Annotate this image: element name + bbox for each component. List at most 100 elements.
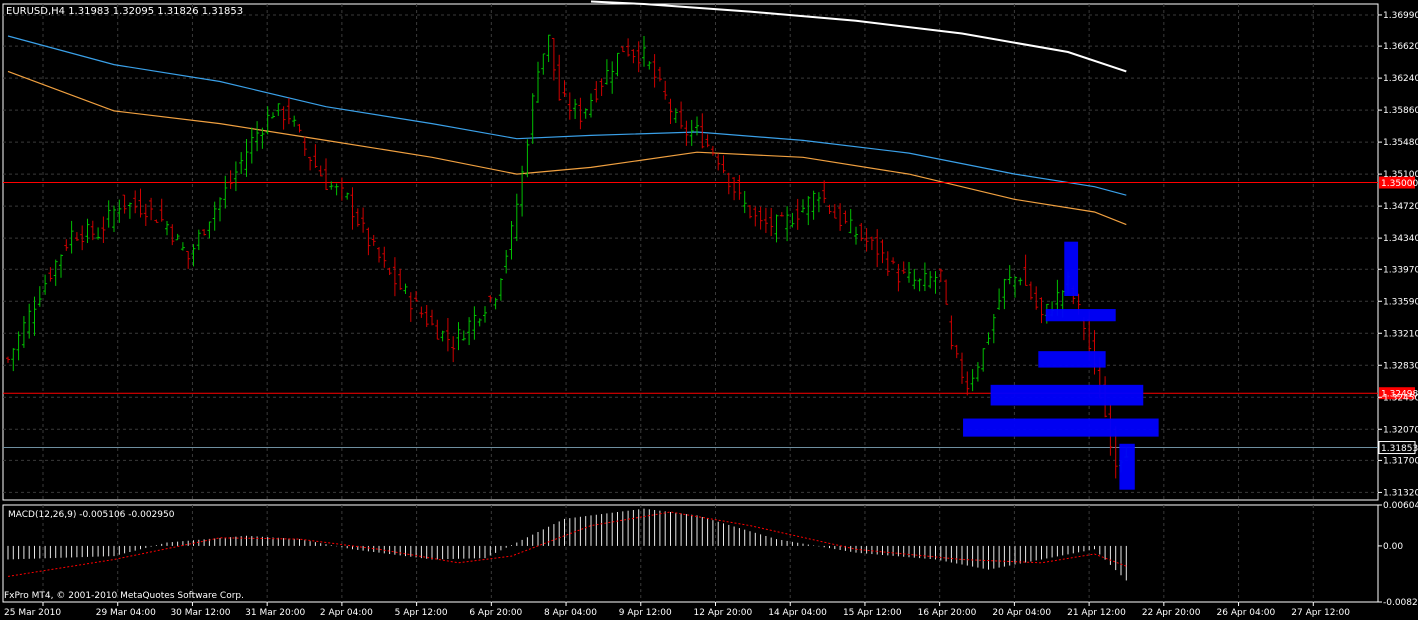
ohlc-bar bbox=[716, 153, 721, 171]
price-tick-label: 1.35860 bbox=[1383, 106, 1418, 116]
ohlc-bar bbox=[11, 348, 16, 372]
ohlc-bar bbox=[472, 306, 477, 340]
ohlc-bar bbox=[308, 156, 313, 171]
ohlc-bar bbox=[986, 332, 991, 345]
ohlc-bar bbox=[530, 93, 535, 144]
price-tick-label: 1.32830 bbox=[1383, 361, 1418, 371]
ohlc-bar bbox=[313, 144, 318, 168]
ohlc-bar bbox=[880, 239, 885, 264]
ohlc-bar bbox=[843, 210, 848, 224]
ohlc-bar bbox=[589, 93, 593, 118]
level-box[interactable] bbox=[1045, 309, 1116, 322]
level-box[interactable] bbox=[963, 418, 1159, 437]
ohlc-bar bbox=[891, 257, 896, 265]
time-tick-label: 21 Apr 12:00 bbox=[1067, 608, 1126, 618]
price-tick-label: 1.35100 bbox=[1383, 170, 1418, 180]
ohlc-bar bbox=[541, 53, 546, 75]
ohlc-bar bbox=[281, 106, 286, 130]
time-tick-label: 27 Apr 12:00 bbox=[1291, 608, 1350, 618]
ohlc-bar bbox=[361, 207, 366, 233]
ohlc-bar bbox=[567, 92, 572, 120]
price-tick-label: 1.31320 bbox=[1383, 488, 1418, 498]
ohlc-bar bbox=[1028, 281, 1033, 300]
ohlc-bar bbox=[748, 205, 752, 219]
ohlc-bar bbox=[318, 165, 323, 177]
ohlc-bar bbox=[875, 229, 880, 268]
ohlc-bar bbox=[202, 229, 207, 236]
ohlc-bar bbox=[785, 206, 790, 242]
time-tick-label: 5 Apr 12:00 bbox=[395, 608, 448, 618]
ohlc-bar bbox=[631, 49, 636, 64]
level-price-marker bbox=[1379, 387, 1415, 400]
price-tick-label: 1.34340 bbox=[1383, 234, 1418, 244]
ohlc-bar bbox=[218, 197, 222, 222]
ohlc-bar bbox=[371, 234, 376, 246]
level-price-label: 1.32498 bbox=[1381, 390, 1418, 400]
price-tick-label: 1.32070 bbox=[1383, 425, 1418, 435]
ohlc-bar bbox=[801, 199, 805, 213]
ohlc-bar bbox=[196, 229, 201, 251]
ohlc-bar bbox=[223, 175, 228, 209]
time-tick-label: 26 Apr 04:00 bbox=[1217, 608, 1276, 618]
ohlc-bar bbox=[408, 292, 413, 322]
time-tick-label: 30 Mar 12:00 bbox=[170, 608, 230, 618]
grid-layer bbox=[2, 3, 1379, 603]
ohlc-bar bbox=[922, 262, 927, 292]
ohlc-bar bbox=[260, 127, 265, 149]
time-tick-label: 16 Apr 20:00 bbox=[918, 608, 977, 618]
level-box[interactable] bbox=[1038, 351, 1106, 368]
horizontal-levels[interactable]: 1.35000 1.32498 1.31853 bbox=[3, 176, 1418, 455]
ohlc-bar bbox=[991, 314, 996, 344]
ohlc-bar bbox=[292, 115, 297, 127]
level-boxes[interactable] bbox=[963, 241, 1159, 490]
ohlc-bar bbox=[488, 295, 493, 303]
time-tick-label: 15 Apr 12:00 bbox=[843, 608, 902, 618]
level-box[interactable] bbox=[1119, 443, 1135, 490]
ohlc-bar bbox=[1018, 277, 1023, 286]
ohlc-bar bbox=[80, 225, 85, 251]
ohlc-bar bbox=[149, 197, 154, 221]
ohlc-bar bbox=[705, 134, 710, 148]
time-tick-label: 14 Apr 04:00 bbox=[768, 608, 827, 618]
macd-tick-label: 0.00604 bbox=[1383, 501, 1418, 511]
ohlc-bar bbox=[212, 201, 217, 231]
price-bars bbox=[6, 34, 1129, 479]
ohlc-bar bbox=[732, 177, 737, 201]
ohlc-bar bbox=[536, 61, 540, 103]
time-tick-label: 6 Apr 20:00 bbox=[469, 608, 522, 618]
ohlc-bar bbox=[848, 208, 853, 234]
ohlc-bar bbox=[869, 236, 874, 251]
ohlc-bar bbox=[917, 278, 922, 292]
level-box[interactable] bbox=[1064, 241, 1079, 296]
ohlc-bar bbox=[573, 98, 578, 119]
ohlc-bar bbox=[101, 216, 106, 243]
ohlc-bar bbox=[96, 227, 101, 240]
ohlc-bar bbox=[398, 268, 403, 290]
ohlc-bar bbox=[912, 268, 917, 290]
ohlc-bar bbox=[233, 161, 238, 192]
ohlc-bar bbox=[430, 309, 434, 326]
ohlc-bar bbox=[456, 322, 461, 351]
ohlc-bar bbox=[896, 263, 901, 292]
ohlc-bar bbox=[981, 348, 986, 372]
ohlc-bar bbox=[997, 288, 1002, 310]
price-tick-label: 1.35480 bbox=[1383, 138, 1418, 148]
ohlc-bar bbox=[610, 61, 615, 94]
ohlc-bar bbox=[143, 203, 148, 227]
ohlc-bar bbox=[461, 330, 466, 341]
ohlc-bar bbox=[265, 106, 270, 135]
level-box[interactable] bbox=[990, 384, 1144, 406]
ohlc-bar bbox=[753, 206, 758, 227]
ohlc-bar bbox=[615, 52, 620, 77]
ohlc-bar bbox=[954, 344, 959, 359]
ohlc-bar bbox=[509, 220, 514, 260]
ohlc-bar bbox=[504, 249, 509, 274]
current-price-marker bbox=[1378, 441, 1416, 455]
ohlc-bar bbox=[27, 303, 32, 339]
level-price-marker bbox=[1379, 176, 1415, 189]
time-tick-label: 31 Mar 20:00 bbox=[245, 608, 305, 618]
time-tick-label: 29 Mar 04:00 bbox=[96, 608, 156, 618]
ohlc-bar bbox=[763, 207, 768, 233]
ohlc-bar bbox=[1007, 265, 1012, 285]
